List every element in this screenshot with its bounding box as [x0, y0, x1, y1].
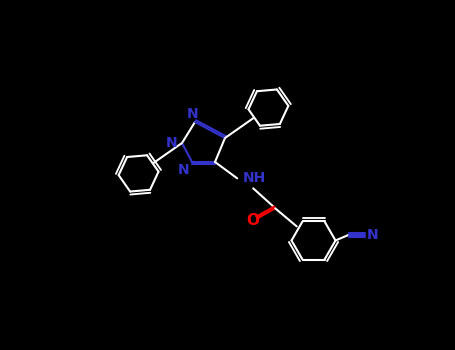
Text: N: N	[166, 136, 178, 150]
Text: N: N	[178, 163, 190, 177]
Text: N: N	[367, 228, 379, 242]
Text: N: N	[187, 107, 199, 121]
Text: NH: NH	[243, 172, 267, 186]
Text: O: O	[247, 213, 260, 228]
